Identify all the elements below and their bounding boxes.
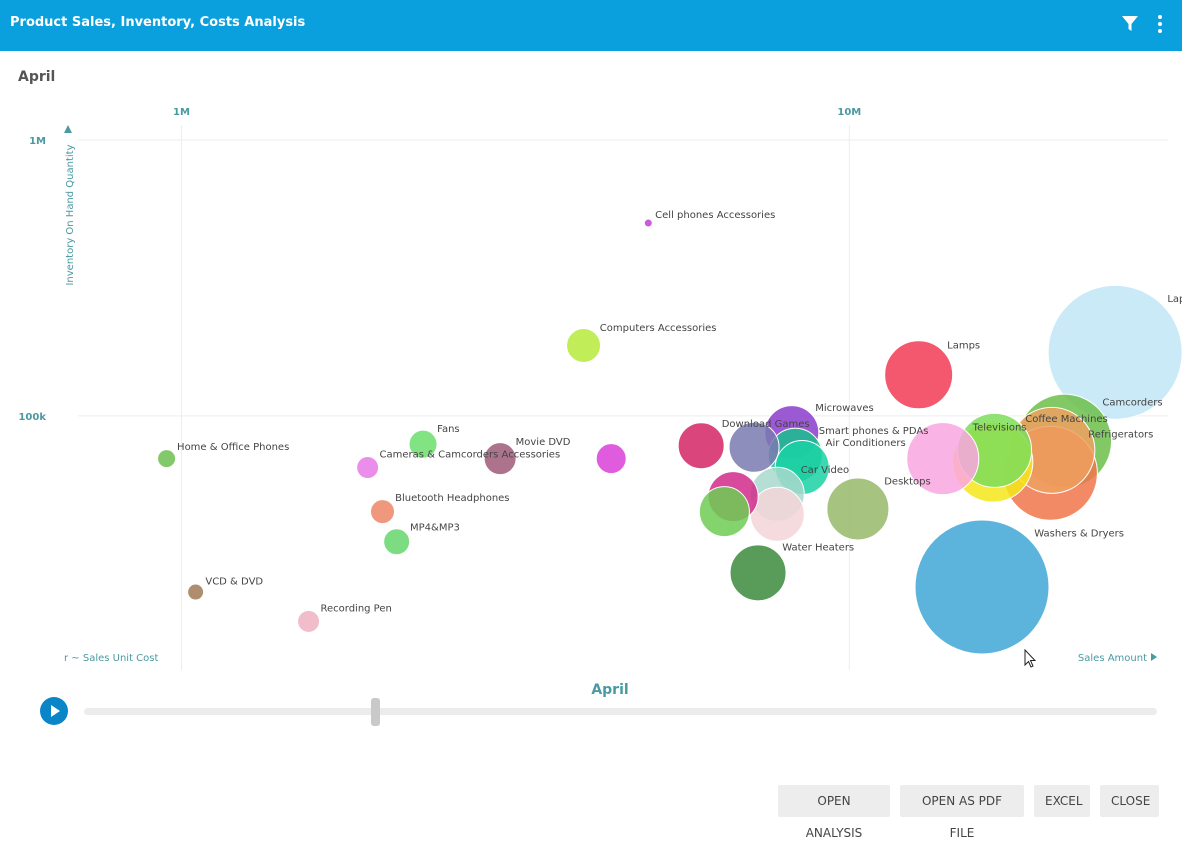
bubble-label: Cameras & Camcorders Accessories bbox=[380, 450, 561, 461]
bubble-label: Microwaves bbox=[815, 403, 874, 414]
open-analysis-button[interactable]: OPEN ANALYSIS bbox=[778, 785, 890, 840]
play-icon[interactable] bbox=[40, 697, 68, 725]
bubble-label: Camcorders bbox=[1102, 397, 1162, 408]
bubble[interactable] bbox=[728, 421, 780, 473]
page-title: Product Sales, Inventory, Costs Analysis bbox=[10, 15, 306, 30]
bubble[interactable] bbox=[383, 528, 411, 556]
x-axis-arrow-icon bbox=[1151, 653, 1157, 661]
bubble-label: Car Video bbox=[801, 465, 849, 476]
bubble-label: Laptops bbox=[1167, 294, 1182, 305]
bubble[interactable] bbox=[1047, 284, 1182, 420]
bubble[interactable] bbox=[826, 477, 890, 541]
bubble-label: Coffee Machines bbox=[1025, 414, 1108, 425]
bubble-label: Refrigerators bbox=[1088, 429, 1153, 440]
bubble-label: VCD & DVD bbox=[205, 576, 263, 587]
bubble[interactable] bbox=[356, 456, 380, 480]
bubble-label: Home & Office Phones bbox=[177, 442, 289, 453]
x-tick-label: 1M bbox=[173, 107, 190, 118]
bubble[interactable] bbox=[729, 544, 787, 602]
bubble-label: Televisions bbox=[972, 423, 1027, 434]
bubble-label: Bluetooth Headphones bbox=[395, 493, 509, 504]
chart-grid bbox=[78, 125, 1168, 670]
bubble[interactable] bbox=[566, 327, 602, 363]
mouse-cursor-icon bbox=[1024, 649, 1037, 668]
bubble[interactable] bbox=[408, 429, 438, 459]
bubble[interactable] bbox=[595, 443, 627, 475]
bubble[interactable] bbox=[157, 449, 177, 469]
bubble-label: MP4&MP3 bbox=[410, 522, 460, 533]
y-axis-label: Inventory On Hand Quantity bbox=[65, 144, 76, 285]
bubble[interactable] bbox=[914, 519, 1050, 655]
x-tick-label: 10M bbox=[837, 107, 861, 118]
bubble-label: Movie DVD bbox=[516, 437, 571, 448]
chart-ticks: 1M 10M 100k 1M bbox=[18, 107, 861, 423]
bubble[interactable] bbox=[483, 442, 517, 476]
bubble-label: Cell phones Accessories bbox=[655, 210, 775, 221]
bubble[interactable] bbox=[906, 422, 980, 496]
slider-handle[interactable] bbox=[371, 698, 380, 726]
y-tick-label: 100k bbox=[18, 412, 46, 423]
bubble-label: Washers & Dryers bbox=[1034, 529, 1124, 540]
chart-bubbles bbox=[157, 218, 1182, 655]
x-axis-label: Sales Amount bbox=[1078, 653, 1147, 664]
period-label: April bbox=[18, 69, 56, 85]
chart-labels: Laptops Washers & Dryers Camcorders Refrige… bbox=[177, 210, 1182, 614]
excel-button[interactable]: EXCEL bbox=[1034, 785, 1090, 817]
filter-icon[interactable] bbox=[1119, 13, 1141, 35]
bubble[interactable] bbox=[297, 609, 321, 633]
close-button[interactable]: CLOSE bbox=[1100, 785, 1159, 817]
size-legend-label: r ~ Sales Unit Cost bbox=[64, 653, 158, 664]
slider-track[interactable] bbox=[84, 708, 1157, 715]
bubble-label: Computers Accessories bbox=[600, 323, 717, 334]
bubble-label: Fans bbox=[437, 424, 460, 435]
bubble-label: Water Heaters bbox=[782, 543, 854, 554]
bubble[interactable] bbox=[370, 499, 396, 525]
bubble-label: Lamps bbox=[947, 340, 980, 351]
open-pdf-button[interactable]: OPEN AS PDF FILE bbox=[900, 785, 1024, 840]
time-slider: April bbox=[0, 680, 1182, 730]
bubble[interactable] bbox=[677, 422, 725, 470]
bubble-label: Recording Pen bbox=[320, 603, 391, 614]
bubble-label: Air Conditioners bbox=[826, 438, 906, 449]
bubble-label: Desktops bbox=[884, 477, 930, 488]
bubble[interactable] bbox=[698, 486, 750, 538]
y-axis-title: Inventory On Hand Quantity bbox=[65, 144, 76, 285]
bubble[interactable] bbox=[884, 340, 954, 410]
bubble-label: Smart phones & PDAs bbox=[819, 426, 929, 437]
bubble[interactable] bbox=[187, 583, 205, 601]
bubble-label: Download Games bbox=[722, 419, 810, 430]
more-vertical-icon[interactable] bbox=[1149, 13, 1171, 35]
bubble[interactable] bbox=[643, 218, 653, 228]
slider-period-label: April bbox=[591, 682, 629, 698]
y-axis-arrow-icon bbox=[64, 125, 72, 133]
header-bar: Product Sales, Inventory, Costs Analysis bbox=[0, 0, 1182, 51]
y-tick-label: 1M bbox=[29, 136, 46, 147]
bubble-chart: 1M 10M 100k 1M Laptops Washers & Dryers Camco… bbox=[18, 107, 1182, 670]
